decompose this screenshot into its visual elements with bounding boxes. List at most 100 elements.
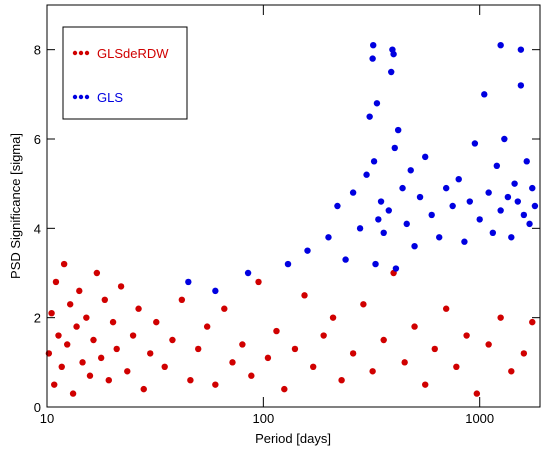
point <box>497 42 504 49</box>
point <box>428 211 435 219</box>
point <box>416 193 424 201</box>
legend-marker <box>78 94 84 100</box>
point <box>58 363 65 370</box>
point <box>497 314 504 321</box>
point <box>147 350 154 357</box>
point <box>369 368 376 375</box>
point <box>531 202 539 210</box>
point <box>473 390 481 397</box>
point <box>411 323 418 330</box>
point <box>291 345 299 353</box>
point <box>349 189 357 196</box>
legend-marker <box>72 94 78 100</box>
point <box>436 234 443 241</box>
point <box>161 363 168 370</box>
point <box>169 336 176 344</box>
point <box>520 211 528 219</box>
point <box>140 385 147 393</box>
point <box>195 345 202 353</box>
point <box>320 332 327 339</box>
point <box>117 283 125 290</box>
x-tick-label: 1000 <box>465 411 494 426</box>
point <box>422 153 429 161</box>
point <box>517 82 525 89</box>
x-axis-label: Period [days] <box>255 431 331 446</box>
point <box>55 332 62 339</box>
y-axis-label: PSD Significance [sigma] <box>8 133 23 279</box>
point <box>185 278 192 286</box>
point <box>463 332 470 339</box>
point <box>363 171 370 178</box>
point <box>377 198 385 205</box>
point <box>370 42 377 49</box>
point <box>135 305 142 312</box>
point <box>476 216 483 223</box>
point <box>76 287 83 295</box>
point <box>248 372 255 379</box>
point <box>431 345 438 353</box>
point <box>153 318 160 326</box>
point <box>493 162 501 169</box>
point <box>366 113 373 120</box>
y-tick-label: 2 <box>34 311 41 326</box>
point <box>501 135 508 143</box>
point <box>422 381 429 388</box>
point <box>466 198 473 205</box>
y-tick-label: 6 <box>34 132 41 147</box>
x-tick-label: 100 <box>252 411 274 426</box>
point <box>461 238 468 245</box>
point <box>399 184 406 192</box>
point <box>380 336 387 344</box>
point <box>264 354 272 362</box>
point <box>349 350 357 357</box>
legend-marker <box>84 94 90 100</box>
point <box>229 359 236 366</box>
point <box>407 167 414 174</box>
point <box>178 296 186 303</box>
point <box>86 372 94 379</box>
point <box>342 256 349 263</box>
point <box>310 363 317 370</box>
point <box>97 354 105 362</box>
point <box>403 220 410 228</box>
point <box>281 385 288 393</box>
point <box>485 341 492 348</box>
point <box>325 234 332 241</box>
point <box>105 377 112 384</box>
point <box>375 216 382 223</box>
point <box>187 377 194 384</box>
point <box>508 368 515 375</box>
point <box>334 202 341 210</box>
point <box>239 341 246 348</box>
legend-label: GLS <box>97 90 123 105</box>
point <box>83 314 90 321</box>
point <box>301 292 308 299</box>
legend-box <box>62 26 188 120</box>
point <box>442 184 450 192</box>
point <box>504 193 512 201</box>
point <box>113 345 120 353</box>
point <box>453 363 460 370</box>
point <box>69 390 77 397</box>
legend-marker <box>78 50 84 56</box>
point <box>244 269 252 277</box>
point <box>338 377 345 384</box>
point <box>455 176 462 183</box>
point <box>212 287 219 295</box>
point <box>388 68 395 76</box>
point <box>442 305 450 312</box>
point <box>520 350 528 357</box>
point <box>401 359 408 366</box>
point <box>489 229 497 236</box>
point <box>370 158 378 165</box>
point <box>471 140 479 147</box>
point <box>52 278 60 286</box>
point <box>66 301 74 308</box>
point <box>329 314 337 321</box>
point <box>390 50 397 58</box>
point <box>79 359 86 366</box>
point <box>449 202 456 210</box>
point <box>360 301 367 308</box>
legend-marker <box>84 50 90 56</box>
